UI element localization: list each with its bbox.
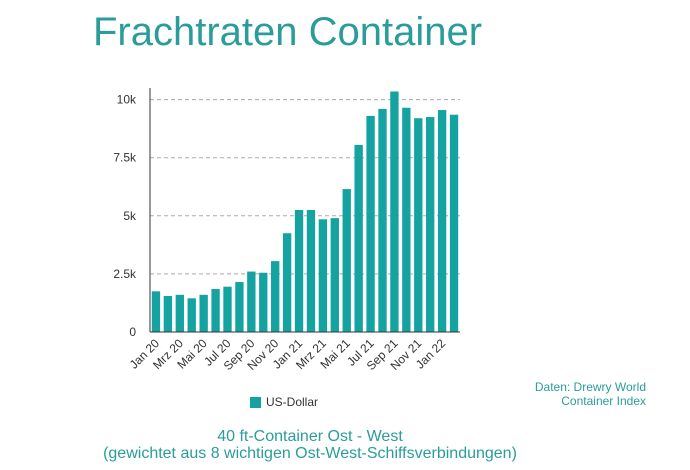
bar <box>402 107 411 332</box>
bar <box>426 117 435 332</box>
bar <box>259 272 268 332</box>
bar <box>366 115 375 332</box>
subtitle-line-2: (gewichtet aus 8 wichtigen Ost-West-Schi… <box>103 445 517 462</box>
source-note: Daten: Drewry World Container Index <box>446 380 646 408</box>
bar <box>414 118 423 332</box>
axes <box>149 88 460 333</box>
gridlines <box>150 99 460 275</box>
legend-swatch <box>250 396 261 408</box>
legend: US-Dollar <box>250 395 318 409</box>
bars <box>151 91 459 333</box>
y-tick-label: 5k <box>123 209 137 223</box>
bar <box>449 114 459 332</box>
bar <box>271 261 280 332</box>
bar <box>223 286 232 332</box>
chart-title: Frachtraten Container <box>93 10 483 54</box>
bar <box>330 218 339 332</box>
y-tick-label: 2.5k <box>113 267 137 281</box>
y-tick-label: 7.5k <box>113 151 137 165</box>
bar <box>151 291 161 332</box>
bar <box>354 144 363 332</box>
legend-label: US-Dollar <box>266 395 319 409</box>
bar <box>282 233 292 332</box>
y-tick-label: 0 <box>129 325 136 339</box>
bar <box>318 219 328 332</box>
source-line-1: Daten: Drewry World <box>534 380 646 394</box>
bar <box>163 295 173 332</box>
bar <box>378 108 387 333</box>
bar <box>437 110 447 332</box>
source-line-2: Container Index <box>561 394 646 408</box>
bar <box>211 289 220 332</box>
bar <box>175 294 184 332</box>
bar <box>235 282 244 332</box>
chart-subtitle: 40 ft-Container Ost - West (gewichtet au… <box>0 428 620 462</box>
bar <box>199 294 208 332</box>
bar <box>306 210 316 332</box>
bar <box>342 189 351 332</box>
bar <box>390 91 399 332</box>
y-tick-label: 10k <box>117 93 137 107</box>
subtitle-line-1: 40 ft-Container Ost - West <box>217 428 403 445</box>
bar <box>187 298 196 332</box>
y-tick-labels: 0 2.5k 5k 7.5k 10k <box>113 93 137 339</box>
bar <box>294 210 304 332</box>
bar <box>247 271 256 332</box>
